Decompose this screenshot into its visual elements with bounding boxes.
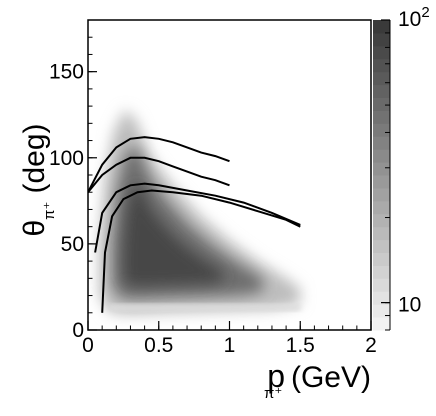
y-axis-ticks: 0 50 100 150: [49, 19, 97, 342]
x-axis-title-main: p: [267, 358, 285, 394]
curve-2: [88, 156, 230, 193]
x-tick-label: 0.5: [144, 334, 173, 357]
y-tick-label: 150: [49, 61, 84, 84]
colorbar-band: [373, 71, 390, 86]
colorbar-band: [373, 252, 390, 266]
curves-layer: [88, 136, 301, 313]
density-ridge: [109, 304, 301, 312]
y-axis-title-unit: (deg): [18, 123, 51, 193]
colorbar-tick-label: 10: [398, 294, 421, 317]
colorbar-band: [373, 20, 390, 34]
x-axis-title-subscript: π⁺: [264, 385, 282, 402]
colorbar-band: [373, 162, 390, 176]
colorbar-band: [373, 291, 390, 305]
colorbar-band: [373, 97, 390, 111]
y-tick-label: 100: [49, 147, 84, 170]
colorbar-band: [373, 110, 390, 124]
colorbar-tick-label: 102: [398, 4, 430, 31]
curve-4: [101, 189, 301, 313]
x-tick-label: 0: [82, 334, 94, 357]
colorbar-band: [373, 175, 390, 189]
colorbar-band: [373, 136, 390, 150]
colorbar-band: [373, 317, 390, 331]
colorbar-band: [373, 45, 390, 60]
colorbar-band: [373, 84, 390, 98]
colorbar-band: [373, 187, 390, 202]
curve-1: [88, 136, 230, 193]
y-tick-label: 50: [61, 233, 84, 256]
x-tick-label: 1: [224, 334, 236, 357]
colorbar-band: [373, 278, 390, 292]
x-axis-title-unit: (GeV): [291, 361, 371, 394]
y-tick-label: 0: [72, 319, 84, 342]
density-core: [123, 183, 224, 287]
colorbar-band: [373, 58, 390, 73]
colorbar-band: [373, 239, 390, 253]
colorbar-band: [373, 32, 390, 47]
y-axis-title-subscript: π⁺: [41, 202, 58, 220]
x-tick-label: 1.5: [286, 334, 315, 357]
x-tick-label: 2: [365, 334, 377, 357]
colorbar-band: [373, 123, 390, 137]
curve-3: [94, 182, 301, 253]
svg-text:θπ⁺(deg): θπ⁺ (deg): [18, 123, 58, 236]
colorbar-band: [373, 149, 390, 163]
x-axis-ticks: 0 0.5 1 1.5 2: [82, 321, 377, 357]
y-axis-title-main: θ: [18, 220, 51, 237]
colorbar-band: [373, 213, 390, 228]
colorbar-band: [373, 226, 390, 241]
colorbar-ticks: 102 10: [381, 4, 430, 331]
y-axis-title: θπ⁺ (deg): [18, 123, 58, 236]
colorbar-band: [373, 265, 390, 279]
colorbar-band: [373, 200, 390, 215]
colorbar-band: [373, 304, 390, 318]
x-axis-title: p: [267, 358, 285, 394]
colorbar-bands: [373, 20, 390, 331]
